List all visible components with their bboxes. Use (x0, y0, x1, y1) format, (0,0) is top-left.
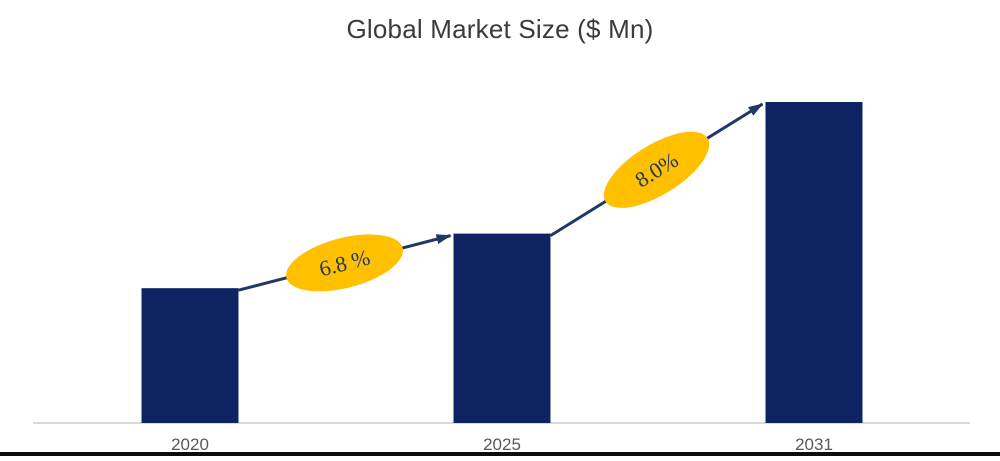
bar-2020 (141, 288, 239, 423)
tick-label-2025: 2025 (483, 435, 521, 454)
tick-label-2020: 2020 (171, 435, 209, 454)
bottom-border-line (0, 452, 1000, 456)
growth-ellipse-2025-2031 (603, 131, 710, 208)
chart-title: Global Market Size ($ Mn) (346, 14, 654, 44)
bar-2025 (453, 233, 551, 423)
bar-2031 (765, 102, 863, 423)
tick-label-2031: 2031 (795, 435, 833, 454)
growth-ellipse-2020-2025 (286, 234, 403, 292)
